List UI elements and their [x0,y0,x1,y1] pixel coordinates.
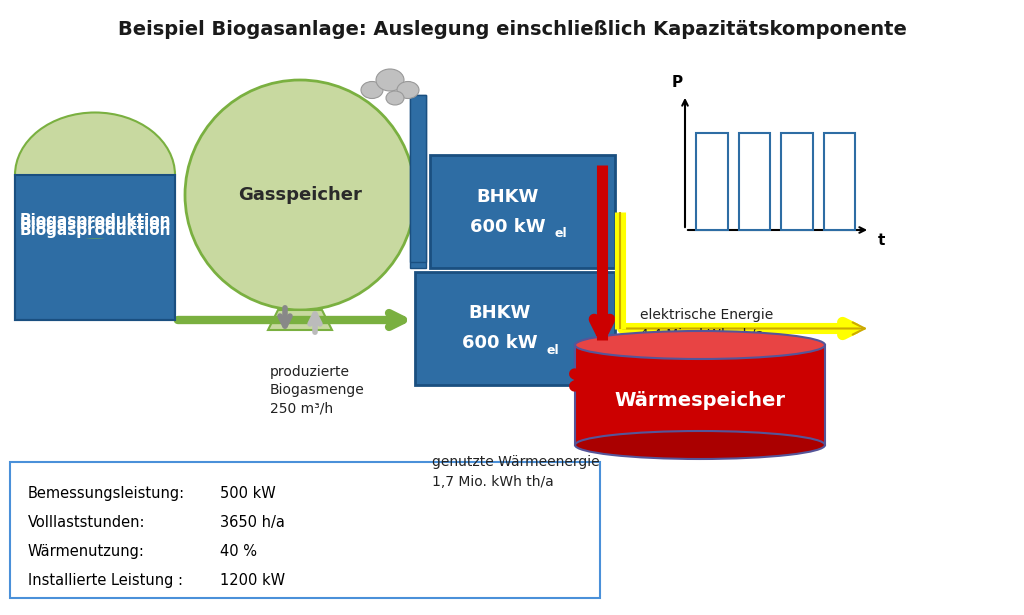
Polygon shape [268,310,332,330]
Bar [696,133,727,230]
Text: produzierte
Biogasmenge
250 m³/h: produzierte Biogasmenge 250 m³/h [270,365,365,416]
Text: 4,4 Mio. kWh el /a: 4,4 Mio. kWh el /a [640,328,764,342]
Ellipse shape [575,431,825,459]
Text: t: t [878,233,886,248]
Text: 600 kW: 600 kW [470,218,546,236]
Text: elektrische Energie: elektrische Energie [640,308,773,322]
Text: Wärmenutzung:: Wärmenutzung: [28,544,144,559]
Ellipse shape [361,82,383,98]
Bar [10,462,600,598]
Ellipse shape [15,113,175,237]
Bar [15,175,175,320]
Text: Biogasproduktion: Biogasproduktion [19,218,171,232]
Text: P: P [672,75,683,90]
Text: 1,7 Mio. kWh th/a: 1,7 Mio. kWh th/a [432,475,554,489]
Text: 600 kW: 600 kW [462,335,538,352]
Text: BHKW: BHKW [476,188,539,205]
Ellipse shape [397,82,419,98]
Bar [410,95,426,262]
Ellipse shape [185,80,415,310]
Bar [823,133,855,230]
Bar [15,175,175,237]
Bar [15,175,175,320]
Text: Installierte Leistung :: Installierte Leistung : [28,573,183,588]
Text: Biogasproduktion: Biogasproduktion [19,213,171,228]
Bar [575,345,825,445]
Text: Biogasproduktion: Biogasproduktion [19,223,171,237]
Text: BHKW: BHKW [469,304,531,322]
Text: el: el [547,344,559,357]
Bar [430,155,615,268]
Ellipse shape [386,91,404,105]
Ellipse shape [376,69,404,91]
Text: 500 kW: 500 kW [220,486,275,501]
Text: genutzte Wärmeenergie: genutzte Wärmeenergie [432,455,600,469]
Text: Gasspeicher: Gasspeicher [238,186,361,204]
Bar [415,272,615,385]
Text: Beispiel Biogasanlage: Auslegung einschließlich Kapazitätskomponente: Beispiel Biogasanlage: Auslegung einschl… [118,20,906,39]
Ellipse shape [575,331,825,359]
Text: 3650 h/a: 3650 h/a [220,515,285,530]
Text: 40 %: 40 % [220,544,257,559]
Text: Bemessungsleistung:: Bemessungsleistung: [28,486,185,501]
Text: Wärmespeicher: Wärmespeicher [614,391,785,410]
Text: 1200 kW: 1200 kW [220,573,285,588]
Text: Volllaststunden:: Volllaststunden: [28,515,145,530]
Bar [781,133,813,230]
Bar [738,133,770,230]
Text: el: el [554,227,567,240]
Bar [410,95,426,268]
